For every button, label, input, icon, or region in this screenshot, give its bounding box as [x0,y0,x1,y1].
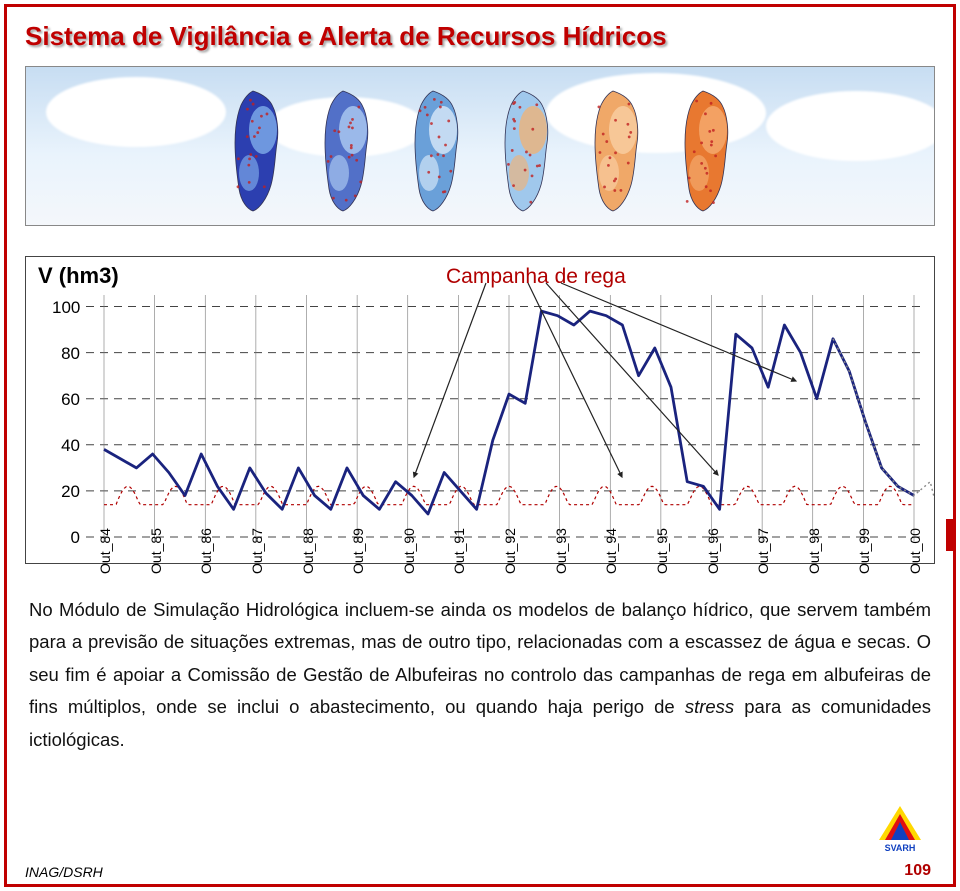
x-tick-label: Out_90 [401,528,417,574]
footer-page-number: 109 [904,862,931,880]
x-tick-label: Out_93 [553,528,569,574]
footer-left: INAG/DSRH [25,864,103,880]
svg-text:SVARH: SVARH [885,843,916,853]
x-tick-label: Out_94 [603,528,619,574]
x-tick-label: Out_84 [97,528,113,574]
chart-svg [26,257,934,563]
map-strip-panel [25,66,935,226]
portugal-map [396,85,474,217]
x-tick-label: Out_91 [451,528,467,574]
x-tick-label: Out_86 [198,528,214,574]
side-tab-marker [946,519,956,551]
svarh-logo: SVARH [871,804,929,854]
portugal-map [576,85,654,217]
x-tick-label: Out_96 [704,528,720,574]
x-tick-label: Out_99 [856,528,872,574]
portugal-map [486,85,564,217]
portugal-map [666,85,744,217]
title-text: Sistema de Vigilância e Alerta de Recurs… [25,21,667,51]
x-tick-label: Out_92 [502,528,518,574]
x-tick-label: Out_87 [249,528,265,574]
x-tick-label: Out_97 [755,528,771,574]
portugal-map [216,85,294,217]
slide-frame: Sistema de Vigilância e Alerta de Recurs… [4,4,956,887]
timeseries-chart: V (hm3) Campanha de rega 020406080100 Ou… [25,256,935,564]
x-tick-label: Out_88 [299,528,315,574]
x-tick-label: Out_00 [907,528,923,574]
slide-title: Sistema de Vigilância e Alerta de Recurs… [25,21,935,52]
portugal-map [306,85,384,217]
x-tick-label: Out_89 [350,528,366,574]
x-tick-label: Out_95 [654,528,670,574]
x-tick-label: Out_85 [148,528,164,574]
body-text: No Módulo de Simulação Hidrológica inclu… [25,594,935,756]
map-row [26,85,934,217]
x-tick-label: Out_98 [806,528,822,574]
